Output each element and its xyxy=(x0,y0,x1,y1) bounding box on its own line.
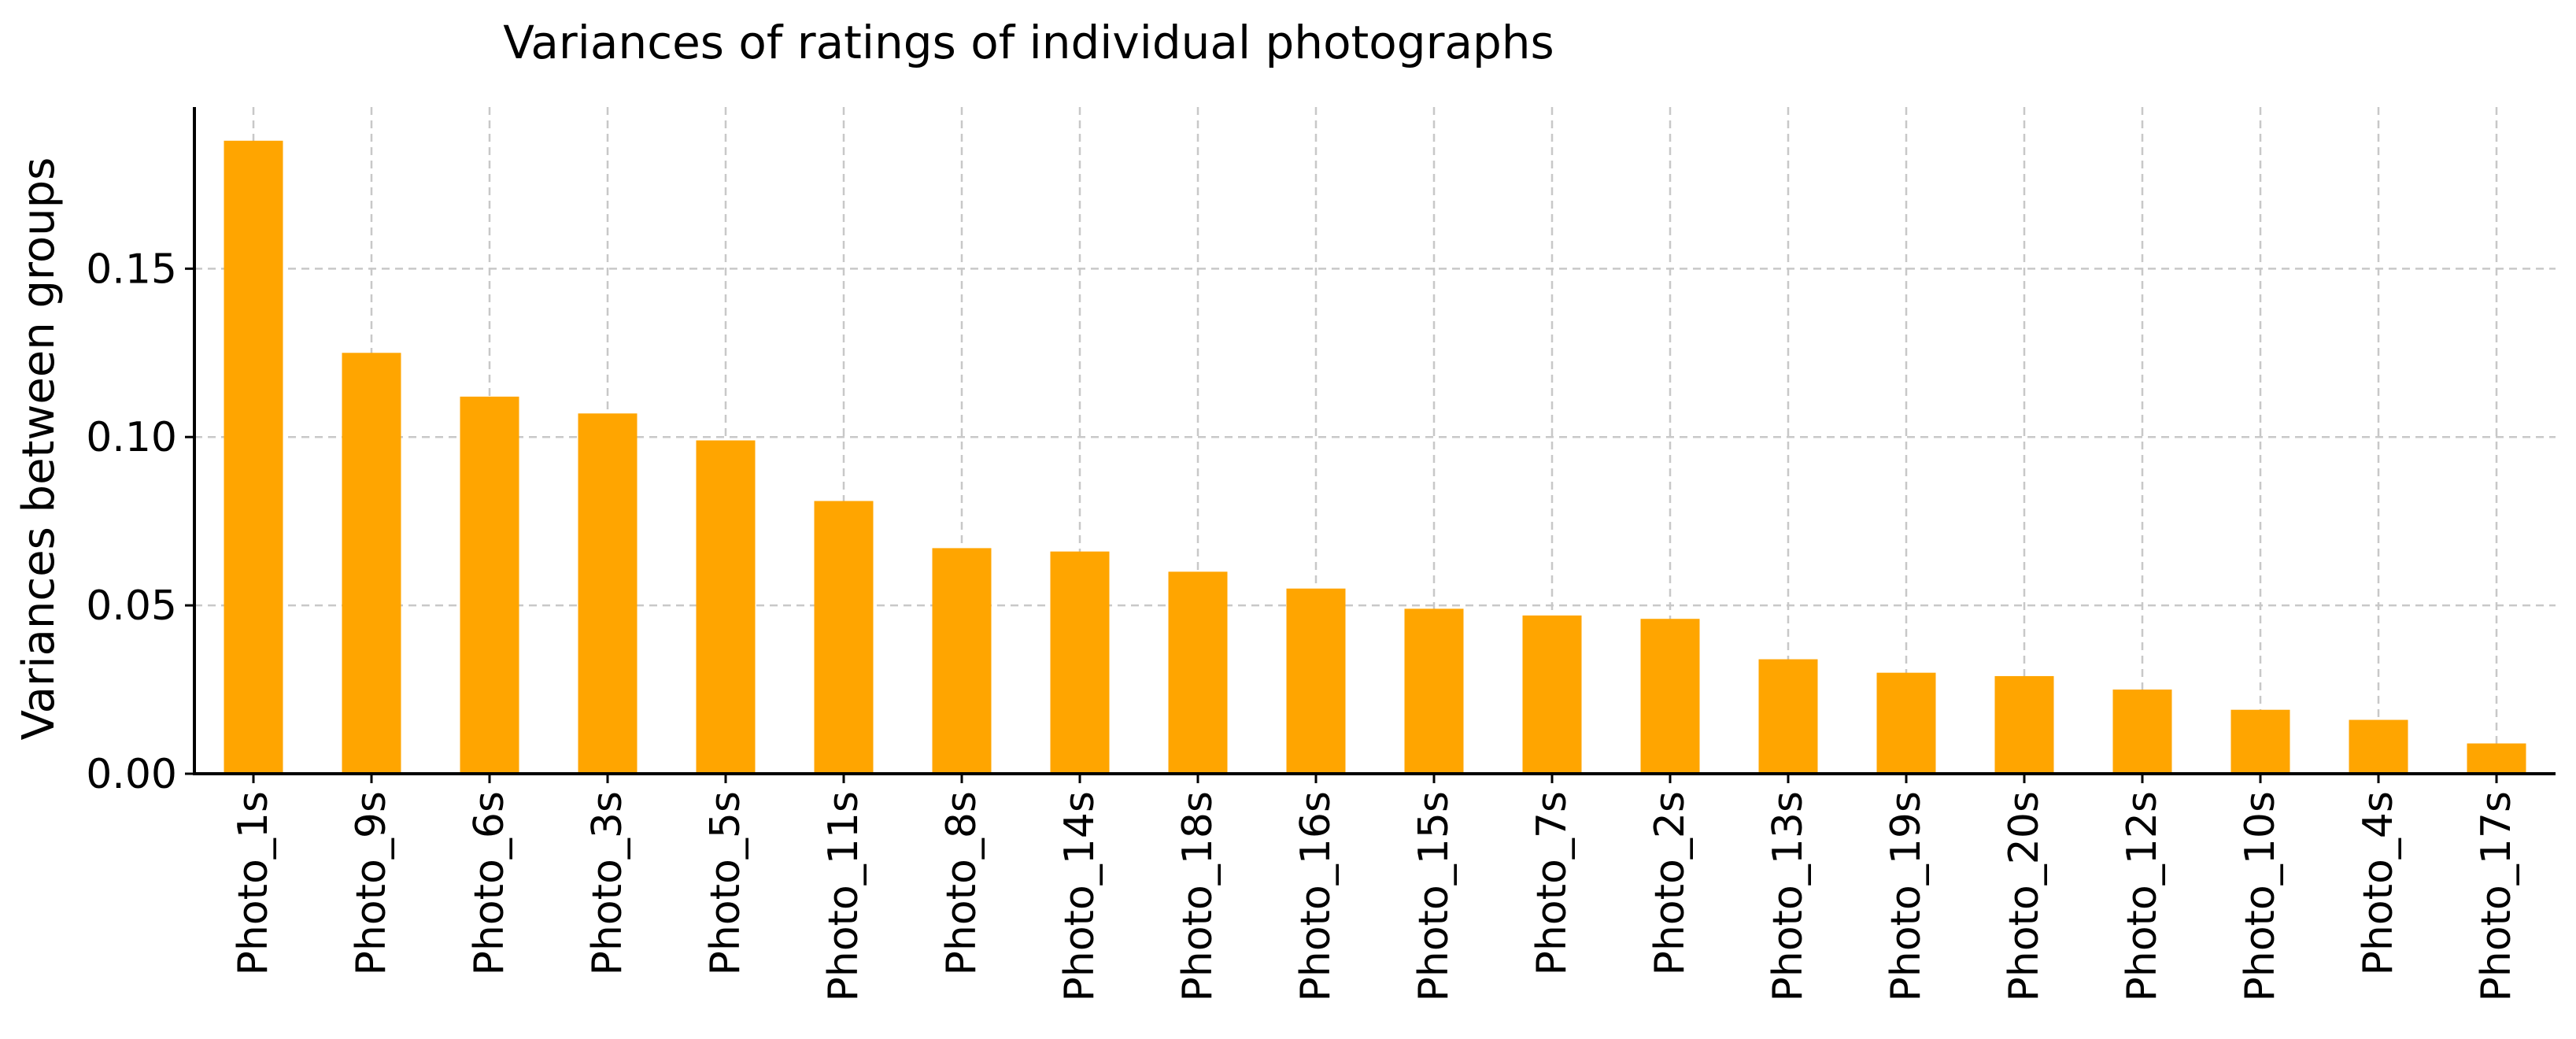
bar xyxy=(2349,719,2408,774)
x-tick-label: Photo_7s xyxy=(1528,791,1576,976)
x-tick-label: Photo_18s xyxy=(1174,791,1221,1002)
x-tick-label: Photo_12s xyxy=(2119,791,2166,1002)
bar xyxy=(1050,551,1110,774)
grid xyxy=(194,107,2556,774)
bars xyxy=(224,140,2526,774)
bar xyxy=(578,413,638,774)
x-tick-label: Photo_9s xyxy=(348,791,395,976)
bar xyxy=(1758,659,1818,774)
bar xyxy=(2230,709,2290,774)
x-tick-label: Photo_16s xyxy=(1292,791,1340,1002)
bar xyxy=(1876,672,1936,774)
bar xyxy=(1522,615,1582,774)
x-tick-label: Photo_11s xyxy=(820,791,867,1002)
x-tick-label: Photo_6s xyxy=(466,791,513,976)
bar xyxy=(2112,690,2172,774)
x-tick-label: Photo_13s xyxy=(1765,791,1812,1002)
x-tick-label: Photo_3s xyxy=(584,791,631,976)
bar xyxy=(1640,619,1700,774)
x-tick-label: Photo_2s xyxy=(1646,791,1694,976)
bar xyxy=(460,396,519,774)
y-axis-label: Variances between groups xyxy=(13,157,65,741)
bar xyxy=(1404,608,1464,774)
x-tick-label: Photo_20s xyxy=(2001,791,2048,1002)
x-ticks: Photo_1s Photo_9s Photo_6s Photo_3s Photo_5s… xyxy=(230,774,2520,1002)
bar xyxy=(1994,675,2054,774)
axes xyxy=(193,107,2556,775)
bar xyxy=(932,548,992,774)
bar xyxy=(342,353,401,774)
x-tick-label: Photo_5s xyxy=(702,791,749,976)
bar xyxy=(1168,571,1228,774)
y-tick-label: 0.00 xyxy=(86,751,177,798)
x-tick-label: Photo_14s xyxy=(1056,791,1103,1002)
x-tick-label: Photo_15s xyxy=(1410,791,1458,1002)
bar xyxy=(1286,588,1346,774)
x-tick-label: Photo_19s xyxy=(1883,791,1930,1002)
x-tick-label: Photo_4s xyxy=(2355,791,2402,976)
x-tick-label: Photo_10s xyxy=(2237,791,2284,1002)
y-tick-label: 0.05 xyxy=(86,582,177,630)
y-tick-label: 0.15 xyxy=(86,246,177,293)
x-tick-label: Photo_1s xyxy=(230,791,277,976)
chart-title: Variances of ratings of individual photo… xyxy=(503,16,1554,69)
y-tick-label: 0.10 xyxy=(86,414,177,461)
bar xyxy=(696,440,756,774)
bar xyxy=(2467,743,2526,774)
x-tick-label: Photo_17s xyxy=(2473,791,2520,1002)
y-ticks: 0.00 0.05 0.10 0.15 xyxy=(86,246,194,798)
bar xyxy=(814,501,874,774)
bar xyxy=(224,140,283,774)
x-tick-label: Photo_8s xyxy=(938,791,985,976)
